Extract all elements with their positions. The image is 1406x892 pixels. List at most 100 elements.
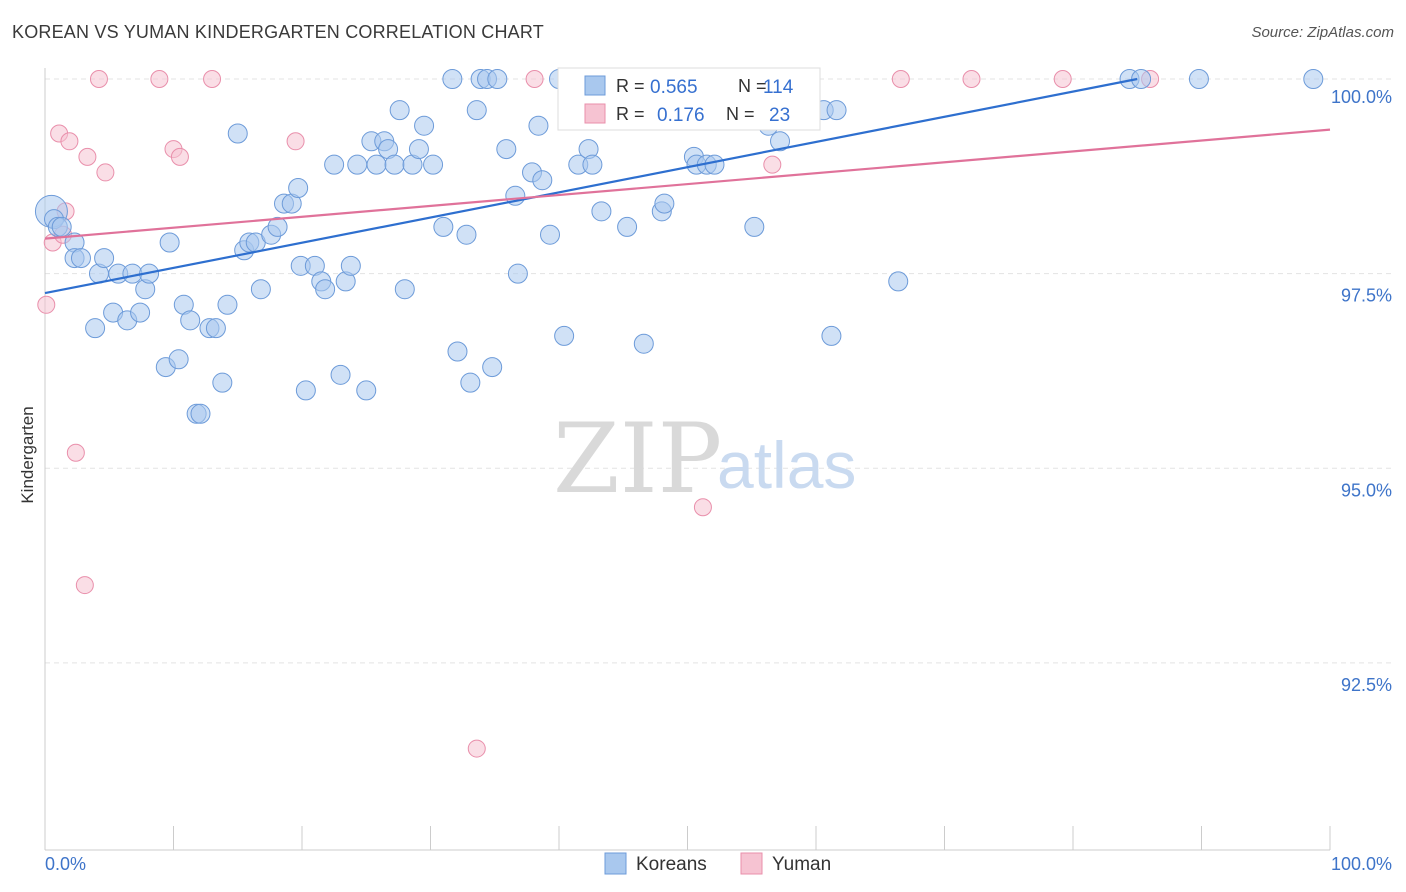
koreans-point <box>94 248 115 269</box>
koreans-point <box>460 372 481 393</box>
koreans-point <box>442 69 463 89</box>
yuman-point <box>467 739 486 758</box>
koreans-point <box>507 263 528 284</box>
yuman-n-value: 23 <box>769 105 790 126</box>
koreans-point <box>528 115 549 136</box>
yuman-point <box>763 155 782 174</box>
koreans-point <box>267 216 288 237</box>
yuman-point <box>37 295 56 314</box>
yuman-point <box>89 70 108 88</box>
koreans-point <box>330 364 351 385</box>
yuman-point <box>66 443 85 462</box>
watermark: ZIP atlas <box>553 403 856 515</box>
legend-koreans-label: Koreans <box>636 854 707 875</box>
legend: Koreans Yuman <box>604 852 831 875</box>
koreans-point <box>180 310 201 331</box>
koreans-n-value: 114 <box>763 77 794 98</box>
koreans-point <box>190 403 211 424</box>
koreans-point <box>496 139 517 160</box>
koreans-point <box>591 201 612 222</box>
legend-yuman-label: Yuman <box>772 854 831 875</box>
koreans-point <box>347 154 368 175</box>
y-tick-label: 92.5% <box>1341 675 1392 695</box>
source-label: Source: ZipAtlas.com <box>1251 24 1394 41</box>
koreans-point <box>704 154 725 175</box>
yuman-point <box>1053 70 1072 88</box>
yuman-point <box>286 132 305 151</box>
yuman-r-label: R = <box>616 104 645 124</box>
koreans-point <box>582 154 603 175</box>
koreans-point <box>384 154 405 175</box>
x-tick-label-max: 100.0% <box>1331 854 1392 874</box>
koreans-point <box>554 325 575 346</box>
koreans-point <box>888 271 909 292</box>
stats-box: R = 0.565 N = 114 R = 0.176 N = 23 <box>557 67 821 131</box>
koreans-point <box>447 341 468 362</box>
koreans-point <box>826 100 847 121</box>
x-tick-label-min: 0.0% <box>45 854 86 874</box>
y-tick-label: 100.0% <box>1331 87 1392 107</box>
koreans-point <box>212 372 233 393</box>
yuman-stats-swatch <box>584 103 606 124</box>
koreans-point <box>408 139 429 160</box>
koreans-point <box>85 318 106 339</box>
yuman-point <box>150 70 169 88</box>
koreans-point <box>389 100 410 121</box>
legend-koreans-swatch <box>604 852 627 875</box>
yuman-point <box>525 70 544 88</box>
koreans-r-label: R = <box>616 76 645 96</box>
koreans-point <box>654 193 675 214</box>
y-tick-label: 97.5% <box>1341 286 1392 306</box>
koreans-r-value: 0.565 <box>650 77 698 98</box>
koreans-point <box>356 380 377 401</box>
koreans-point <box>70 248 91 269</box>
koreans-point <box>168 349 189 370</box>
koreans-point <box>315 279 336 300</box>
yuman-point <box>203 70 222 88</box>
koreans-point <box>51 216 72 237</box>
koreans-point <box>423 154 444 175</box>
koreans-point <box>130 302 151 323</box>
yuman-point <box>60 132 79 151</box>
yuman-trendline <box>44 128 1331 240</box>
yuman-point <box>962 70 981 88</box>
watermark-atlas: atlas <box>717 428 856 502</box>
koreans-point <box>295 380 316 401</box>
koreans-point <box>324 154 345 175</box>
koreans-point <box>540 224 561 245</box>
y-axis-title: Kindergarten <box>18 406 37 503</box>
yuman-n-label: N = <box>726 104 755 124</box>
yuman-point <box>693 498 712 517</box>
koreans-point <box>205 318 226 339</box>
koreans-point <box>617 216 638 237</box>
koreans-point <box>250 279 271 300</box>
koreans-n-label: N = <box>738 76 767 96</box>
koreans-point <box>340 255 361 276</box>
koreans-point <box>394 279 415 300</box>
koreans-point <box>821 325 842 346</box>
koreans-stats-swatch <box>584 75 606 96</box>
yuman-point <box>78 147 97 166</box>
koreans-point <box>770 131 791 152</box>
koreans-point <box>1188 69 1209 89</box>
legend-yuman-swatch <box>740 852 763 875</box>
yuman-point <box>891 70 910 88</box>
koreans-trendline <box>44 77 1138 295</box>
trendlines <box>44 77 1331 295</box>
koreans-point <box>482 357 503 378</box>
y-tick-label: 95.0% <box>1341 480 1392 500</box>
koreans-point <box>532 170 553 191</box>
koreans-point <box>744 216 765 237</box>
koreans-point <box>159 232 180 253</box>
koreans-point <box>1303 69 1324 89</box>
koreans-points <box>34 69 1324 424</box>
yuman-point <box>75 576 94 595</box>
koreans-point <box>227 123 248 144</box>
koreans-point <box>288 178 309 198</box>
watermark-zip: ZIP <box>553 403 722 515</box>
koreans-point <box>414 115 435 136</box>
koreans-point <box>433 216 454 237</box>
yuman-point <box>170 147 189 166</box>
grid: 92.5% 95.0% 97.5% 100.0% <box>45 78 1392 695</box>
